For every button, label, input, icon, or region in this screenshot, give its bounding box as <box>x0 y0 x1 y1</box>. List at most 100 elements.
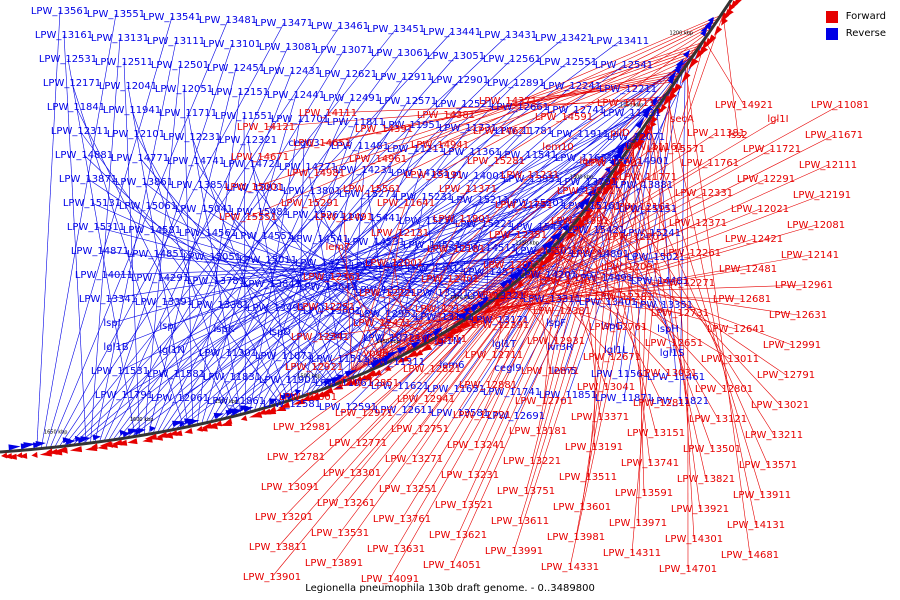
forward-gene-label: LPW_12191 <box>793 190 851 201</box>
scale-label: 1200 kbp <box>670 31 694 37</box>
forward-leader-line <box>537 216 581 432</box>
forward-leader-line <box>444 224 817 333</box>
forward-leader-line <box>532 267 613 358</box>
legend-forward-label: Forward <box>845 11 886 22</box>
reverse-gene-label: lspI <box>103 318 120 329</box>
scale-label: 1650 kbp <box>44 430 68 436</box>
reverse-gene-label: LPW_15201 <box>507 198 565 209</box>
reverse-feature <box>707 16 714 24</box>
reverse-gene-label: LPW_11901 <box>259 375 317 386</box>
reverse-gene-label: LPW_15231 <box>395 192 453 203</box>
reverse-gene-label: LPW_11941 <box>103 105 161 116</box>
genome-backbone <box>0 0 733 454</box>
forward-feature <box>713 25 723 36</box>
forward-leader-line <box>555 244 607 388</box>
reverse-feature <box>134 429 142 436</box>
scale-label: 1600 kbp <box>130 417 154 423</box>
forward-leader-line <box>525 163 619 492</box>
reverse-gene-label: LPW_12551 <box>539 57 597 68</box>
reverse-gene-label: LPW_15221 <box>455 219 513 230</box>
reverse-gene-label: LPW_12241 <box>543 81 601 92</box>
forward-gene-label: LPW_13761 <box>373 514 431 525</box>
reverse-gene-label: LPW_14851 <box>127 249 185 260</box>
reverse-feature <box>92 434 101 441</box>
reverse-gene-label: LPW_13481 <box>199 15 257 26</box>
forward-gene-label: LPW_14111 <box>299 108 357 119</box>
forward-feature <box>347 378 358 386</box>
forward-feature <box>549 249 558 258</box>
reverse-gene-label: LPW_11781 <box>495 126 553 137</box>
forward-feature <box>538 259 547 268</box>
forward-gene-label: LPW_12141 <box>781 250 839 261</box>
forward-feature <box>610 170 620 182</box>
reverse-leader-line <box>331 210 585 312</box>
reverse-gene-label: LPW_14271 <box>279 162 337 173</box>
forward-gene-label: LPW_12631 <box>769 310 827 321</box>
forward-gene-label: LPW_13751 <box>497 486 555 497</box>
reverse-leader-line <box>305 148 417 396</box>
forward-gene-label: LPW_12161 <box>613 202 671 213</box>
reverse-feature <box>344 369 357 377</box>
forward-gene-label: LPW_12331 <box>675 188 733 199</box>
reverse-leader-line <box>311 190 390 362</box>
forward-gene-label: LPW_13511 <box>559 472 617 483</box>
forward-gene-label: LPW_13531 <box>311 528 369 539</box>
forward-leader-line <box>666 93 757 526</box>
reverse-gene-label: lspJ <box>159 321 176 332</box>
reverse-feature <box>35 441 46 447</box>
reverse-leader-line <box>335 170 614 336</box>
reverse-feature <box>553 230 563 241</box>
forward-gene-label: LPW_12781 <box>267 452 325 463</box>
forward-gene-label: LPW_13981 <box>547 532 605 543</box>
reverse-gene-label: LPW_15131 <box>63 198 121 209</box>
forward-feature <box>492 300 501 308</box>
forward-gene-label: LPW_12131 <box>371 228 429 239</box>
reverse-gene-label: LPW_15481 <box>231 207 289 218</box>
reverse-leader-line <box>211 256 509 289</box>
forward-feature <box>127 438 138 445</box>
forward-gene-label: LPW_12681 <box>713 294 771 305</box>
forward-gene-label: LPW_11761 <box>681 158 739 169</box>
forward-leader-line <box>433 24 715 176</box>
reverse-gene-label: LPW_13061 <box>371 48 429 59</box>
forward-feature <box>31 451 38 458</box>
forward-feature <box>502 294 510 301</box>
forward-feature <box>643 124 652 135</box>
reverse-leader-line <box>103 260 539 276</box>
reverse-leader-line <box>171 141 634 351</box>
reverse-gene-label: LPW_13351 <box>635 300 693 311</box>
reverse-gene-label: LPW_14491 <box>575 273 633 284</box>
reverse-gene-label: LPW_14881 <box>55 150 113 161</box>
forward-feature <box>61 447 68 454</box>
reverse-gene-label: LPW_12741 <box>547 105 605 116</box>
forward-leader-line <box>581 139 636 508</box>
forward-gene-label: LPW_14371 <box>479 96 537 107</box>
reverse-feature <box>179 421 186 428</box>
reverse-gene-label: LPW_14741 <box>167 156 225 167</box>
reverse-gene-label: LPW_12151 <box>211 87 269 98</box>
forward-feature <box>583 212 593 222</box>
forward-gene-label: LPW_12711 <box>465 350 523 361</box>
forward-gene-label: LPW_12381 <box>533 306 591 317</box>
forward-gene-label: LPW_12811 <box>633 398 691 409</box>
reverse-feature <box>506 279 513 286</box>
reverse-leader-line <box>115 144 632 348</box>
scale-label: 1350 kbp <box>515 240 539 246</box>
reverse-gene-label: LPW_13341 <box>79 294 137 305</box>
forward-gene-label: LPW_11371 <box>439 184 497 195</box>
reverse-gene-label: lspD <box>269 327 291 338</box>
reverse-leader-line <box>279 174 611 333</box>
forward-gene-label: LPW_11641 <box>377 198 435 209</box>
forward-gene-label: LPW_12641 <box>707 324 765 335</box>
reverse-gene-label: LPW_11481 <box>331 141 389 152</box>
reverse-gene-label: LPW_11861 <box>207 396 265 407</box>
forward-feature <box>292 398 306 405</box>
forward-gene-label: lem7 <box>325 242 350 253</box>
forward-gene-label: LPW_12091 <box>601 262 659 273</box>
forward-leader-line <box>381 318 466 324</box>
reverse-gene-label: lem6 <box>439 360 464 371</box>
reverse-leader-line <box>123 61 140 436</box>
reverse-gene-label: LPW_11711 <box>159 108 217 119</box>
forward-feature <box>569 231 577 238</box>
forward-feature <box>681 71 691 84</box>
